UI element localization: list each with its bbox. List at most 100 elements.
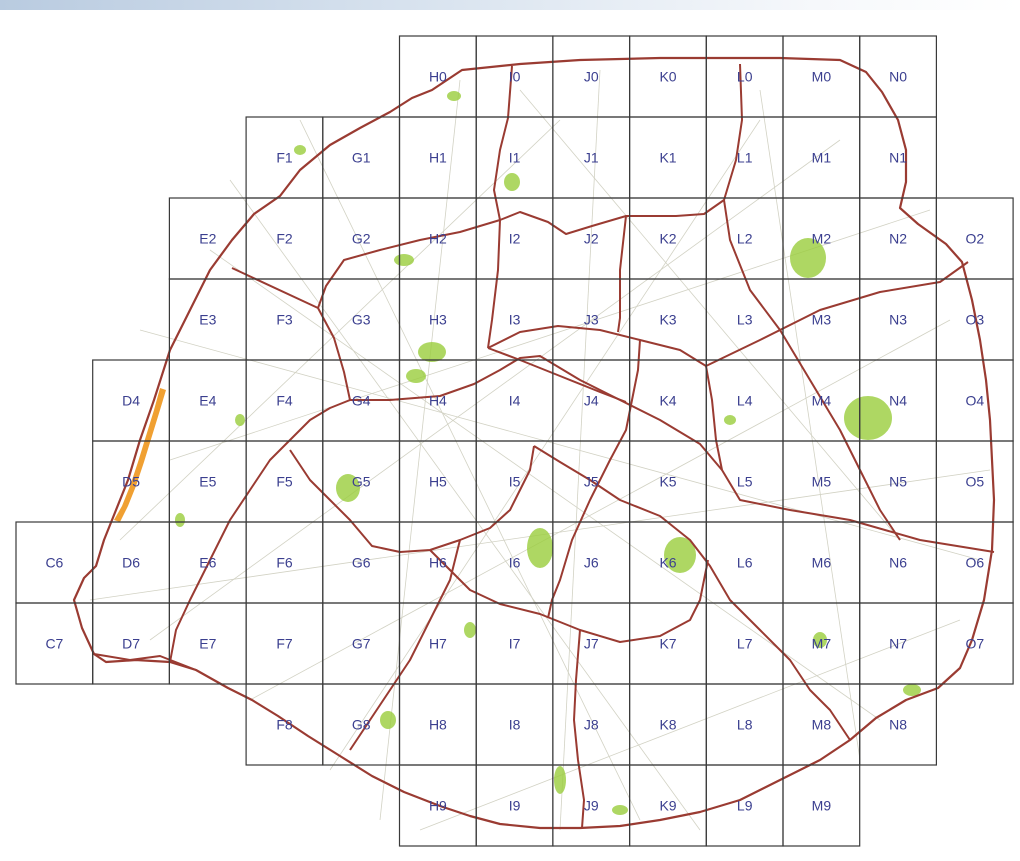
grid-cell-label: E7 bbox=[199, 636, 216, 652]
grid-cell-label: J8 bbox=[584, 717, 599, 733]
grid-cell-label: G4 bbox=[352, 393, 371, 409]
grid-cell-label: K0 bbox=[659, 69, 676, 85]
grid-cell-label: N3 bbox=[889, 312, 907, 328]
header-gradient-bar bbox=[0, 0, 1020, 10]
grid-cell-label: L8 bbox=[737, 717, 753, 733]
grid-cell-i0: I0 bbox=[475, 35, 554, 118]
grid-cell-l1: L1 bbox=[705, 116, 784, 199]
grid-cell-label: N2 bbox=[889, 231, 907, 247]
grid-cell-i8: I8 bbox=[475, 683, 554, 766]
grid-cell-n0: N0 bbox=[859, 35, 938, 118]
grid-cell-label: M4 bbox=[812, 393, 832, 409]
grid-cell-f3: F3 bbox=[245, 278, 324, 361]
grid-cell-label: G5 bbox=[352, 474, 371, 490]
grid-cell-label: D5 bbox=[122, 474, 140, 490]
grid-cell-label: I3 bbox=[509, 312, 521, 328]
grid-cells: H0 I0 J0 K0 L0 M0 N0 F1 G1 H1 I1 J1 K1 L1 M1 N1 E2 F2 G2 H2… bbox=[15, 35, 1014, 847]
grid-cell-m9: M9 bbox=[782, 764, 861, 847]
grid-cell-label: J3 bbox=[584, 312, 599, 328]
grid-cell-n8: N8 bbox=[859, 683, 938, 766]
grid-cell-label: N1 bbox=[889, 150, 907, 166]
grid-cell-label: M2 bbox=[812, 231, 832, 247]
grid-cell-l0: L0 bbox=[705, 35, 784, 118]
grid-cell-label: J1 bbox=[584, 150, 599, 166]
grid-cell-border bbox=[935, 602, 1014, 685]
grid-cell-label: D7 bbox=[122, 636, 140, 652]
grid-cell-l8: L8 bbox=[705, 683, 784, 766]
grid-cell-label: J5 bbox=[584, 474, 599, 490]
grid-cell-i5: I5 bbox=[475, 440, 554, 523]
grid-cell-label: E6 bbox=[199, 555, 216, 571]
grid-cell-label: M7 bbox=[812, 636, 832, 652]
grid-cell-label: H0 bbox=[429, 69, 447, 85]
grid-cell-k8: K8 bbox=[628, 683, 707, 766]
grid-cell-label: G3 bbox=[352, 312, 371, 328]
grid-cell-o2: O2 bbox=[935, 197, 1014, 280]
grid-cell-g3: G3 bbox=[322, 278, 401, 361]
grid-cell-c6: C6 bbox=[15, 521, 94, 604]
grid-cell-label: L1 bbox=[737, 150, 753, 166]
grid-cell-label: H4 bbox=[429, 393, 447, 409]
grid-cell-h1: H1 bbox=[398, 116, 477, 199]
grid-cell-label: K2 bbox=[659, 231, 676, 247]
grid-cell-d6: D6 bbox=[92, 521, 170, 604]
grid-cell-label: N0 bbox=[889, 69, 907, 85]
grid-cell-label: O3 bbox=[965, 312, 984, 328]
grid-cell-l2: L2 bbox=[705, 197, 784, 280]
grid-cell-n7: N7 bbox=[859, 602, 938, 685]
grid-cell-label: J9 bbox=[584, 798, 599, 814]
grid-cell-label: H7 bbox=[429, 636, 447, 652]
grid-cell-i4: I4 bbox=[475, 359, 554, 442]
grid-cell-h7: H7 bbox=[398, 602, 477, 685]
grid-cell-label: C6 bbox=[45, 555, 63, 571]
grid-cell-label: N6 bbox=[889, 555, 907, 571]
grid-cell-label: L2 bbox=[737, 231, 753, 247]
grid-cell-label: K9 bbox=[659, 798, 676, 814]
grid-cell-f7: F7 bbox=[245, 602, 324, 685]
grid-cell-label: L5 bbox=[737, 474, 753, 490]
grid-cell-f1: F1 bbox=[245, 116, 324, 199]
grid-cell-label: O6 bbox=[965, 555, 984, 571]
grid-cell-label: E4 bbox=[199, 393, 216, 409]
grid-cell-o5: O5 bbox=[935, 440, 1014, 523]
city-outer-boundary bbox=[72, 56, 996, 830]
grid-cell-label: G8 bbox=[352, 717, 371, 733]
grid-cell-e4: E4 bbox=[168, 359, 247, 442]
grid-cell-label: E3 bbox=[199, 312, 216, 328]
grid-cell-h2: H2 bbox=[398, 197, 477, 280]
grid-cell-label: I1 bbox=[509, 150, 521, 166]
grid-cell-k1: K1 bbox=[628, 116, 707, 199]
grid-cell-label: K3 bbox=[659, 312, 676, 328]
grid-cell-label: F6 bbox=[276, 555, 293, 571]
grid-cell-label: O5 bbox=[965, 474, 984, 490]
grid-cell-h5: H5 bbox=[398, 440, 477, 523]
grid-cell-g1: G1 bbox=[322, 116, 401, 199]
grid-cell-i9: I9 bbox=[475, 764, 554, 847]
grid-cell-label: H9 bbox=[429, 798, 447, 814]
grid-cell-g7: G7 bbox=[322, 602, 401, 685]
grid-cell-label: H6 bbox=[429, 555, 447, 571]
grid-cell-border bbox=[782, 764, 861, 847]
grid-cell-k7: K7 bbox=[628, 602, 707, 685]
grid-cell-m0: M0 bbox=[782, 35, 861, 118]
grid-cell-label: O4 bbox=[965, 393, 984, 409]
grid-cell-label: N4 bbox=[889, 393, 907, 409]
grid-cell-label: M9 bbox=[812, 798, 832, 814]
grid-cell-label: E5 bbox=[199, 474, 216, 490]
grid-cell-e6: E6 bbox=[168, 521, 247, 604]
grid-cell-o6: O6 bbox=[935, 521, 1014, 604]
grid-cell-k0: K0 bbox=[628, 35, 707, 118]
grid-cell-label: C7 bbox=[45, 636, 63, 652]
grid-cell-border bbox=[859, 683, 938, 766]
grid-cell-h9: H9 bbox=[398, 764, 477, 847]
grid-cell-m7: M7 bbox=[782, 602, 861, 685]
grid-cell-label: I4 bbox=[509, 393, 521, 409]
grid-cell-label: M1 bbox=[812, 150, 832, 166]
grid-cell-label: F8 bbox=[276, 717, 293, 733]
grid-cell-k6: K6 bbox=[628, 521, 707, 604]
grid-cell-n2: N2 bbox=[859, 197, 938, 280]
grid-cell-f2: F2 bbox=[245, 197, 324, 280]
grid-cell-label: F4 bbox=[276, 393, 293, 409]
grid-cell-c7: C7 bbox=[15, 602, 94, 685]
grid-cell-l6: L6 bbox=[705, 521, 784, 604]
